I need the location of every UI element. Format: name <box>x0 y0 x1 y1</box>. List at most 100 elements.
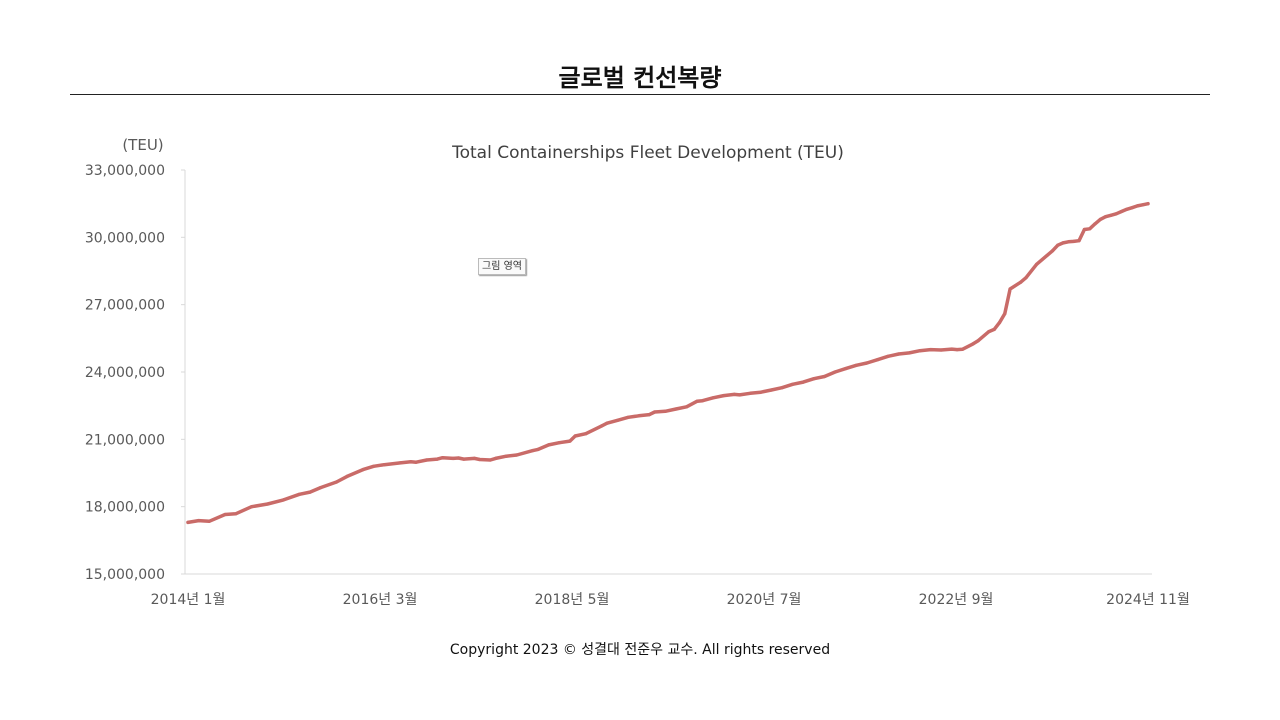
series-point-99 <box>1114 212 1118 216</box>
series-point-21 <box>441 456 445 460</box>
series-point-8 <box>297 492 301 496</box>
series-point-82 <box>1008 287 1012 291</box>
series-point-50 <box>711 396 715 400</box>
series-point-81 <box>1003 312 1007 316</box>
series-point-98 <box>1109 213 1113 217</box>
series-point-37 <box>584 432 588 436</box>
series-point-74 <box>955 348 959 352</box>
series-point-53 <box>738 393 742 397</box>
series-point-20 <box>435 457 439 461</box>
series-point-41 <box>626 415 630 419</box>
x-tick-label: 2018년 5월 <box>535 592 610 608</box>
series-point-51 <box>722 394 726 398</box>
series-point-30 <box>515 453 519 457</box>
series-point-13 <box>361 468 365 472</box>
series-point-80 <box>997 321 1002 325</box>
plot-area-tooltip: 그림 영역 <box>478 258 526 275</box>
series-line-fleet-teu <box>186 201 1150 525</box>
series-point-34 <box>557 441 561 445</box>
x-tick-label: 2024년 11월 <box>1106 592 1190 608</box>
series-point-23 <box>456 456 461 460</box>
y-tick-label: 15,000,000 <box>85 567 165 583</box>
series-point-87 <box>1050 249 1055 253</box>
slide-title: 글로벌 컨선복량 <box>558 64 722 92</box>
y-tick-label: 33,000,000 <box>85 163 165 179</box>
series-point-103 <box>1135 204 1139 208</box>
series-point-83 <box>1019 280 1023 284</box>
series-point-78 <box>987 330 991 334</box>
series-point-17 <box>409 460 413 464</box>
y-tick-label: 30,000,000 <box>85 230 165 246</box>
series-point-88 <box>1056 243 1060 247</box>
series-point-14 <box>372 464 376 468</box>
series-point-40 <box>616 418 620 422</box>
copyright-notice: Copyright 2023 © 성결대 전준우 교수. All rights … <box>449 642 831 658</box>
series-point-86 <box>1045 253 1049 257</box>
series-point-92 <box>1077 239 1081 243</box>
y-tick-label: 24,000,000 <box>85 365 165 381</box>
series-point-105 <box>1146 202 1150 206</box>
series-point-35 <box>568 439 572 443</box>
y-axis-ticks: 15,000,000 18,000,000 21,000,000 24,000,000… <box>85 163 185 583</box>
series-point-19 <box>425 458 429 462</box>
series-point-69 <box>907 351 911 355</box>
series-point-71 <box>928 348 933 352</box>
series-point-84 <box>1024 276 1028 280</box>
series-point-59 <box>801 380 805 384</box>
series-point-36 <box>573 434 577 438</box>
series-point-45 <box>663 409 667 413</box>
series-point-91 <box>1072 239 1076 243</box>
x-tick-label: 2020년 7월 <box>727 592 802 608</box>
series-point-57 <box>780 386 784 390</box>
series-point-44 <box>653 410 657 414</box>
series-point-1 <box>197 519 201 523</box>
x-tick-label: 2016년 3월 <box>343 592 418 608</box>
y-tick-label: 21,000,000 <box>85 432 165 448</box>
series-point-29 <box>504 454 508 458</box>
series-point-38 <box>600 424 604 428</box>
series-point-12 <box>345 474 349 478</box>
series-point-79 <box>992 327 996 331</box>
series-point-26 <box>478 457 482 462</box>
series-point-60 <box>812 377 816 381</box>
series-point-55 <box>759 390 763 394</box>
series-point-101 <box>1125 207 1129 211</box>
series-point-58 <box>791 382 795 386</box>
series-point-6 <box>266 502 270 506</box>
series-point-77 <box>976 339 980 343</box>
series-point-3 <box>223 512 227 517</box>
series-point-100 <box>1119 209 1124 214</box>
series-points <box>186 202 1150 525</box>
series-point-39 <box>605 421 609 425</box>
series-point-33 <box>547 443 551 447</box>
series-point-46 <box>674 407 678 411</box>
series-point-9 <box>308 490 312 494</box>
title-divider <box>70 94 1210 95</box>
series-point-48 <box>695 399 699 403</box>
x-axis-ticks: 2014년 1월 2016년 3월 2018년 5월 2020년 7월 2022년 9월… <box>151 592 1190 608</box>
series-point-70 <box>918 349 922 353</box>
series-point-85 <box>1035 262 1039 266</box>
series-point-97 <box>1104 215 1108 219</box>
series-point-66 <box>875 358 880 362</box>
series-point-7 <box>281 498 286 502</box>
series-point-2 <box>207 519 211 523</box>
series-point-93 <box>1082 227 1086 232</box>
series-point-94 <box>1088 227 1092 231</box>
series-point-68 <box>897 352 901 356</box>
series-point-63 <box>844 367 848 371</box>
series-point-67 <box>886 354 890 358</box>
series-point-32 <box>536 447 540 451</box>
series-point-5 <box>250 505 254 509</box>
series-point-65 <box>865 361 869 365</box>
series-point-22 <box>451 456 455 460</box>
x-tick-label: 2014년 1월 <box>151 592 226 608</box>
x-tick-label: 2022년 9월 <box>919 592 994 608</box>
series-point-31 <box>531 449 535 453</box>
series-point-95 <box>1093 222 1097 226</box>
series-point-62 <box>833 370 837 374</box>
y-tick-label: 27,000,000 <box>85 298 165 314</box>
series-point-47 <box>685 405 689 409</box>
chart-title: Total Containerships Fleet Development (… <box>451 143 844 163</box>
